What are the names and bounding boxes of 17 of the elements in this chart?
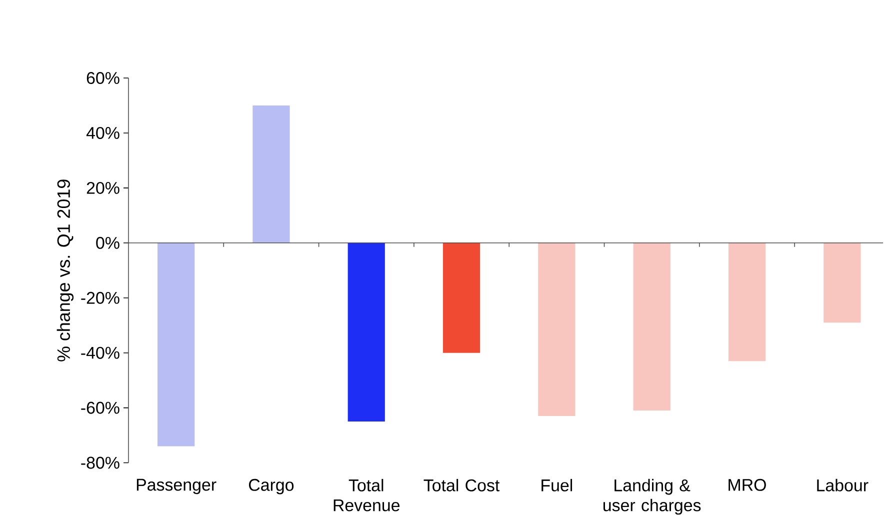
y-tick-label: 0% (96, 237, 120, 250)
x-tick-label: Labour (817, 479, 868, 492)
y-tick-label: -40% (81, 347, 120, 360)
y-tick-label: -80% (81, 456, 120, 469)
x-tick-label: Total Cost (424, 479, 500, 492)
x-tick-label: Landing & user charges (603, 479, 701, 515)
x-tick-label: Cargo (248, 479, 294, 494)
x-tick-label: Total Revenue (334, 479, 400, 512)
x-tick-label: MRO (728, 479, 766, 492)
x-tick-label: Fuel (542, 479, 572, 492)
y-axis-title: % change vs. Q1 2019 (56, 180, 74, 362)
y-tick-label: 20% (86, 182, 120, 194)
y-tick-label: -20% (81, 292, 120, 304)
y-tick-label: 40% (86, 127, 120, 140)
y-tick-label: 60% (86, 72, 120, 84)
y-tick-label: -60% (81, 402, 120, 414)
x-tick-label: Passenger (136, 479, 216, 494)
